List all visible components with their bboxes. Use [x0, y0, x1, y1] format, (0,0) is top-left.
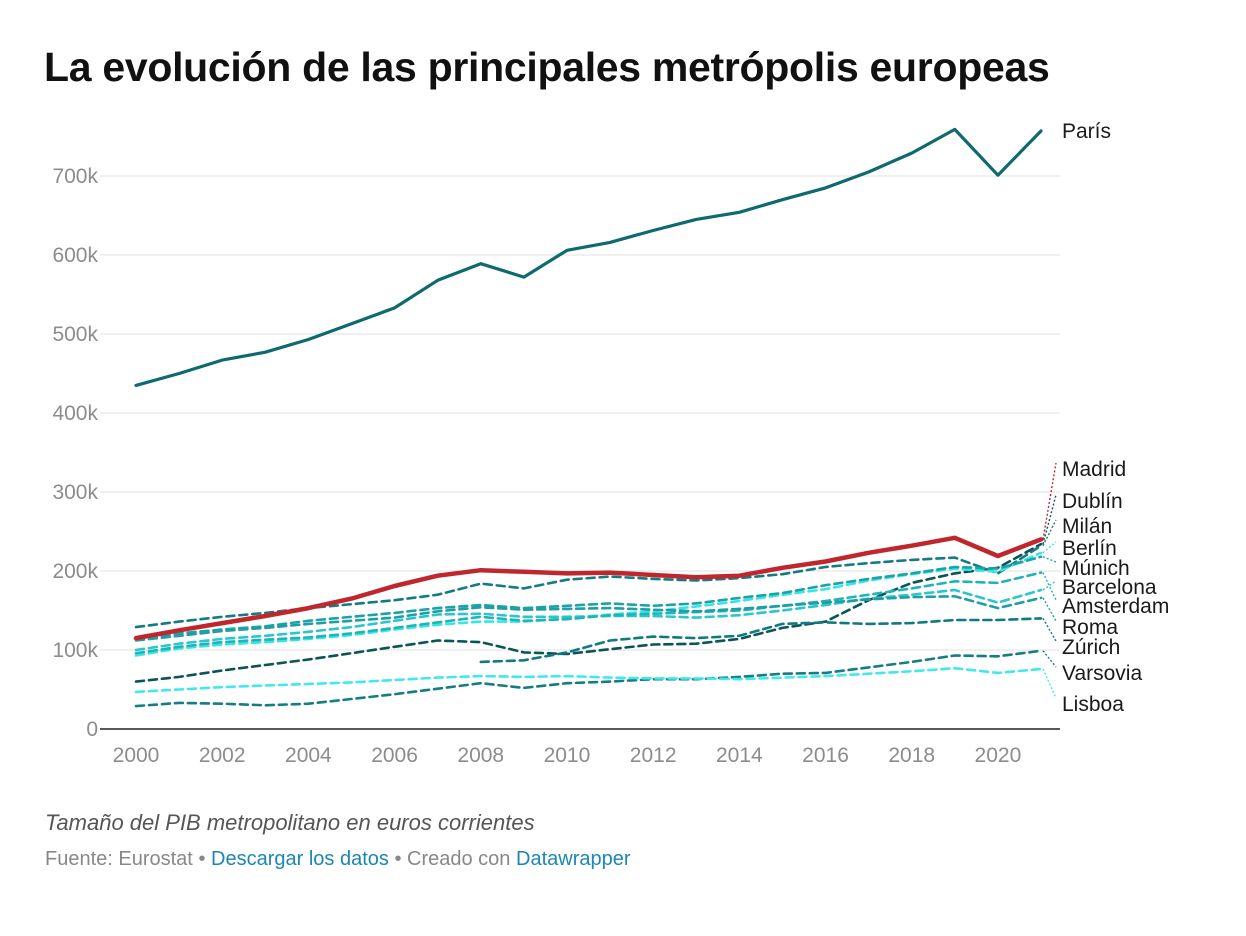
- x-tick-label: 2004: [285, 744, 332, 767]
- created-with-text: Creado con: [407, 848, 511, 870]
- leader-line: [1042, 556, 1057, 563]
- separator: •: [198, 848, 206, 870]
- series-line-parís: [134, 127, 1043, 387]
- leader-line: [1042, 519, 1057, 547]
- leader-line: [1042, 462, 1057, 540]
- series-label: Roma: [1062, 616, 1118, 639]
- chart-title: La evolución de las principales metrópol…: [44, 44, 1050, 90]
- grid-lines: [100, 175, 1060, 730]
- y-tick-label: 700k: [52, 165, 98, 188]
- series-line-varsovia: [134, 649, 1043, 708]
- source-text: Fuente: Eurostat: [45, 848, 193, 870]
- y-tick-label: 400k: [52, 402, 98, 425]
- x-tick-label: 2016: [802, 744, 849, 767]
- x-tick-label: 2008: [457, 744, 504, 767]
- leader-line: [1042, 580, 1057, 591]
- separator: •: [394, 848, 402, 870]
- series-labels: París Madrid DublínMilánBerlínMúnichBarcel…: [1062, 120, 1169, 716]
- leader-line: [1042, 572, 1057, 601]
- series-line-múnich: [134, 555, 1043, 641]
- series-line-zúrich: [479, 617, 1043, 664]
- y-tick-label: 600k: [52, 244, 98, 267]
- leader-line: [1042, 597, 1057, 622]
- x-tick-label: 2020: [975, 744, 1022, 767]
- series-label: París: [1062, 120, 1111, 143]
- leader-line: [1042, 668, 1057, 699]
- series-line-roma: [134, 595, 1043, 642]
- x-tick-label: 2000: [113, 744, 160, 767]
- series-lines: [133, 127, 1044, 708]
- x-tick-label: 2014: [716, 744, 763, 767]
- y-tick-label: 300k: [52, 481, 98, 504]
- series-line-amsterdam: [134, 571, 1043, 655]
- x-tick-label: 2018: [888, 744, 935, 767]
- y-tick-label: 0: [86, 718, 98, 741]
- datawrapper-link[interactable]: Datawrapper: [516, 848, 631, 870]
- series-label: Amsterdam: [1062, 595, 1169, 618]
- y-axis-ticks: 0 100k 200k 300k 400k 500k 600k 700k: [52, 165, 98, 741]
- chart-footer: Fuente: Eurostat • Descargar los datos •…: [45, 848, 631, 871]
- series-label: Dublín: [1062, 490, 1123, 513]
- x-tick-label: 2012: [630, 744, 677, 767]
- label-leader-lines: [1042, 462, 1057, 699]
- download-data-link[interactable]: Descargar los datos: [211, 848, 389, 870]
- x-tick-label: 2002: [199, 744, 246, 767]
- series-label: Zúrich: [1062, 636, 1120, 659]
- y-tick-label: 200k: [52, 560, 98, 583]
- series-label: Barcelona: [1062, 576, 1157, 599]
- y-tick-label: 100k: [52, 639, 98, 662]
- series-label: Milán: [1062, 515, 1112, 538]
- chart-notes: Tamaño del PIB metropolitano en euros co…: [45, 810, 535, 835]
- x-axis-ticks: 2000 2002 2004 2006 2008 2010 2012 2014 2016 2018…: [113, 744, 1022, 767]
- x-tick-label: 2006: [371, 744, 418, 767]
- leader-line: [1042, 494, 1057, 545]
- leader-line: [1042, 650, 1057, 668]
- series-label: Berlín: [1062, 537, 1117, 560]
- y-tick-label: 500k: [52, 323, 98, 346]
- series-label: Lisboa: [1062, 693, 1124, 716]
- x-tick-label: 2010: [544, 744, 591, 767]
- series-label: Varsovia: [1062, 662, 1142, 685]
- leader-line: [1042, 541, 1057, 554]
- series-line-lisboa: [134, 666, 1043, 694]
- leader-line: [1042, 618, 1057, 642]
- series-line-madrid: [133, 535, 1044, 641]
- series-label: Madrid: [1062, 458, 1126, 481]
- series-label: Múnich: [1062, 557, 1130, 580]
